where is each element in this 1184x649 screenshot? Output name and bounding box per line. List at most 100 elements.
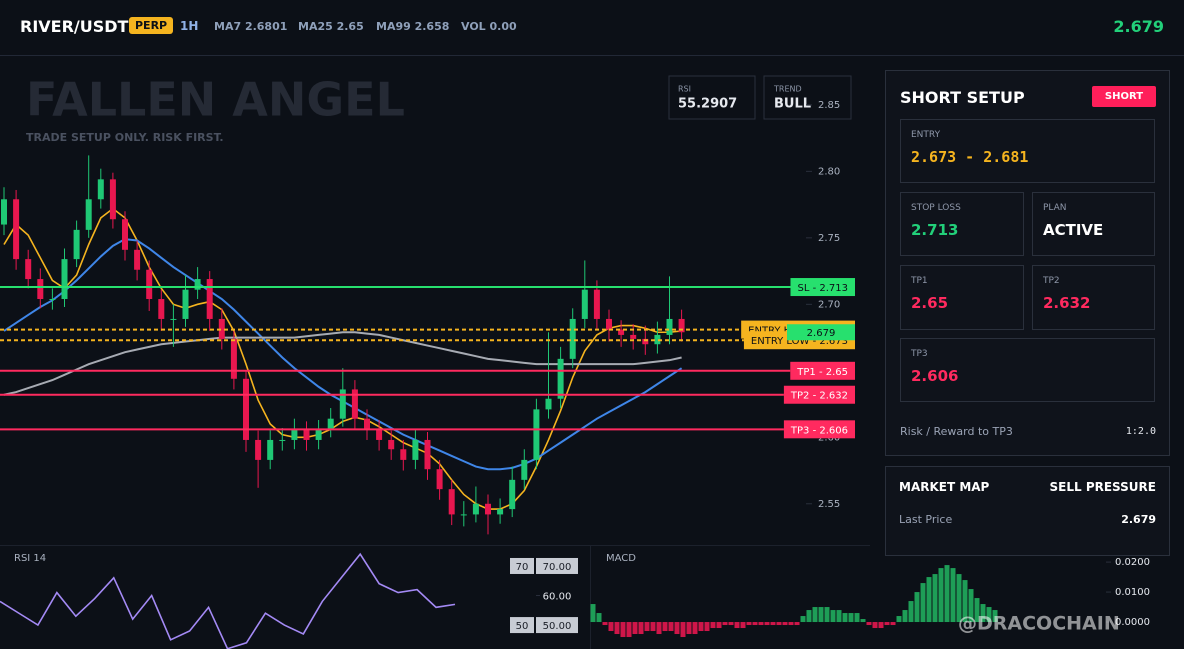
market-map-card: MARKET MAP SELL PRESSURE Last Price 2.67… [885,466,1170,556]
candle-body [146,269,153,300]
timeframe: 1H [180,19,199,33]
macd-bar [962,580,968,623]
trend-box [763,75,852,120]
macd-bar [782,622,788,626]
candle-body [460,514,467,516]
macd-bar [944,565,950,623]
tp1-value: 2.65 [911,294,949,312]
y-tick-label: 2.80 [818,166,840,177]
level-label-box [783,385,855,404]
ma99-legend: MA99 2.658 [376,20,450,33]
candle-body [678,318,685,333]
macd-bar [968,589,974,623]
macd-bar [800,616,806,623]
candle-body [400,449,407,460]
market-map-title: MARKET MAP [899,480,990,494]
overlay-subtitle: TRADE SETUP ONLY. RISK FIRST. [26,131,224,144]
macd-bar [680,622,686,638]
panel-title: SHORT SETUP [900,88,1025,107]
panel-title: MACD [606,553,636,564]
macd-bar [812,607,818,623]
candle-body [569,318,576,359]
macd-bar [974,598,980,623]
macd-bar [746,622,752,626]
y-tick-label: 0.0000 [1115,617,1150,628]
header-price: 2.679 [1113,17,1164,36]
candle-body [436,469,443,490]
macd-bar [674,622,680,635]
macd-bar [656,622,662,635]
rsi-box-value: 55.2907 [678,97,737,112]
ma7-legend: MA7 2.6801 [214,20,288,33]
macd-bar [890,622,896,626]
macd-bar [818,607,824,623]
macd-bar [986,607,992,623]
plan-label: PLAN [1043,203,1067,213]
candle-body [37,279,44,300]
macd-bar [884,622,890,626]
macd-bar [698,622,704,632]
tp2-card: TP2 2.632 [1032,265,1155,330]
candle-body [448,489,455,515]
tp3-card: TP3 2.606 [900,338,1155,402]
candle-body [351,389,358,419]
candle-body [521,459,528,480]
candle-body [593,289,600,319]
macd-bar [722,622,728,626]
macd-bar [776,622,782,626]
macd-bar [650,622,656,632]
macd-bar [860,619,866,623]
macd-bar [920,583,926,623]
candle-body [134,249,141,270]
candle-body [85,199,92,230]
macd-bar [806,610,812,623]
level-label: SL - 2.713 [797,283,848,294]
candle-body [25,259,32,280]
macd-bar [866,622,872,626]
candle-body [13,199,20,260]
entry-label: ENTRY [911,130,941,140]
candle-body [533,409,540,460]
candle-body [61,259,68,300]
macd-bar [980,604,986,623]
candle-body [206,279,213,319]
macd-bar [662,622,668,632]
macd-bar [794,622,800,626]
macd-bar [992,610,998,623]
y-tick-label: 60.00 [543,592,572,603]
volume: VOL 0.00 [461,20,517,33]
candle-body [303,429,310,440]
candle-body [230,338,237,379]
candle-body [1,199,7,225]
moving-average [3,238,683,471]
watermark: @DRACOCHAIN [958,613,1120,635]
rsi-line [0,552,456,649]
macd-bar [848,613,854,623]
macd-bar [926,577,932,623]
y-tick-label: 70.00 [543,562,572,573]
risk-reward-label: Risk / Reward to TP3 [900,425,1013,438]
candle-body [545,398,552,410]
macd-bar [734,622,740,629]
candle-body [557,358,564,399]
y-tick-box [536,617,578,634]
level-box [510,557,534,574]
y-tick-label: 2.75 [818,233,840,244]
macd-bar [956,574,962,623]
macd-bar [902,610,908,623]
tp1-card: TP1 2.65 [900,265,1024,330]
candle-body [97,179,104,200]
candle-body [497,509,504,515]
macd-bar [830,610,836,623]
tp3-value: 2.606 [911,367,959,385]
candle-body [73,229,80,260]
tp3-label: TP3 [911,349,928,359]
main-plot [1,155,685,535]
candle-body [49,299,56,301]
stop-loss-card: STOP LOSS 2.713 [900,192,1024,256]
last-price-value: 2.679 [1121,513,1156,526]
candle-body [291,429,298,440]
moving-average [3,331,682,396]
candle-body [339,389,346,419]
